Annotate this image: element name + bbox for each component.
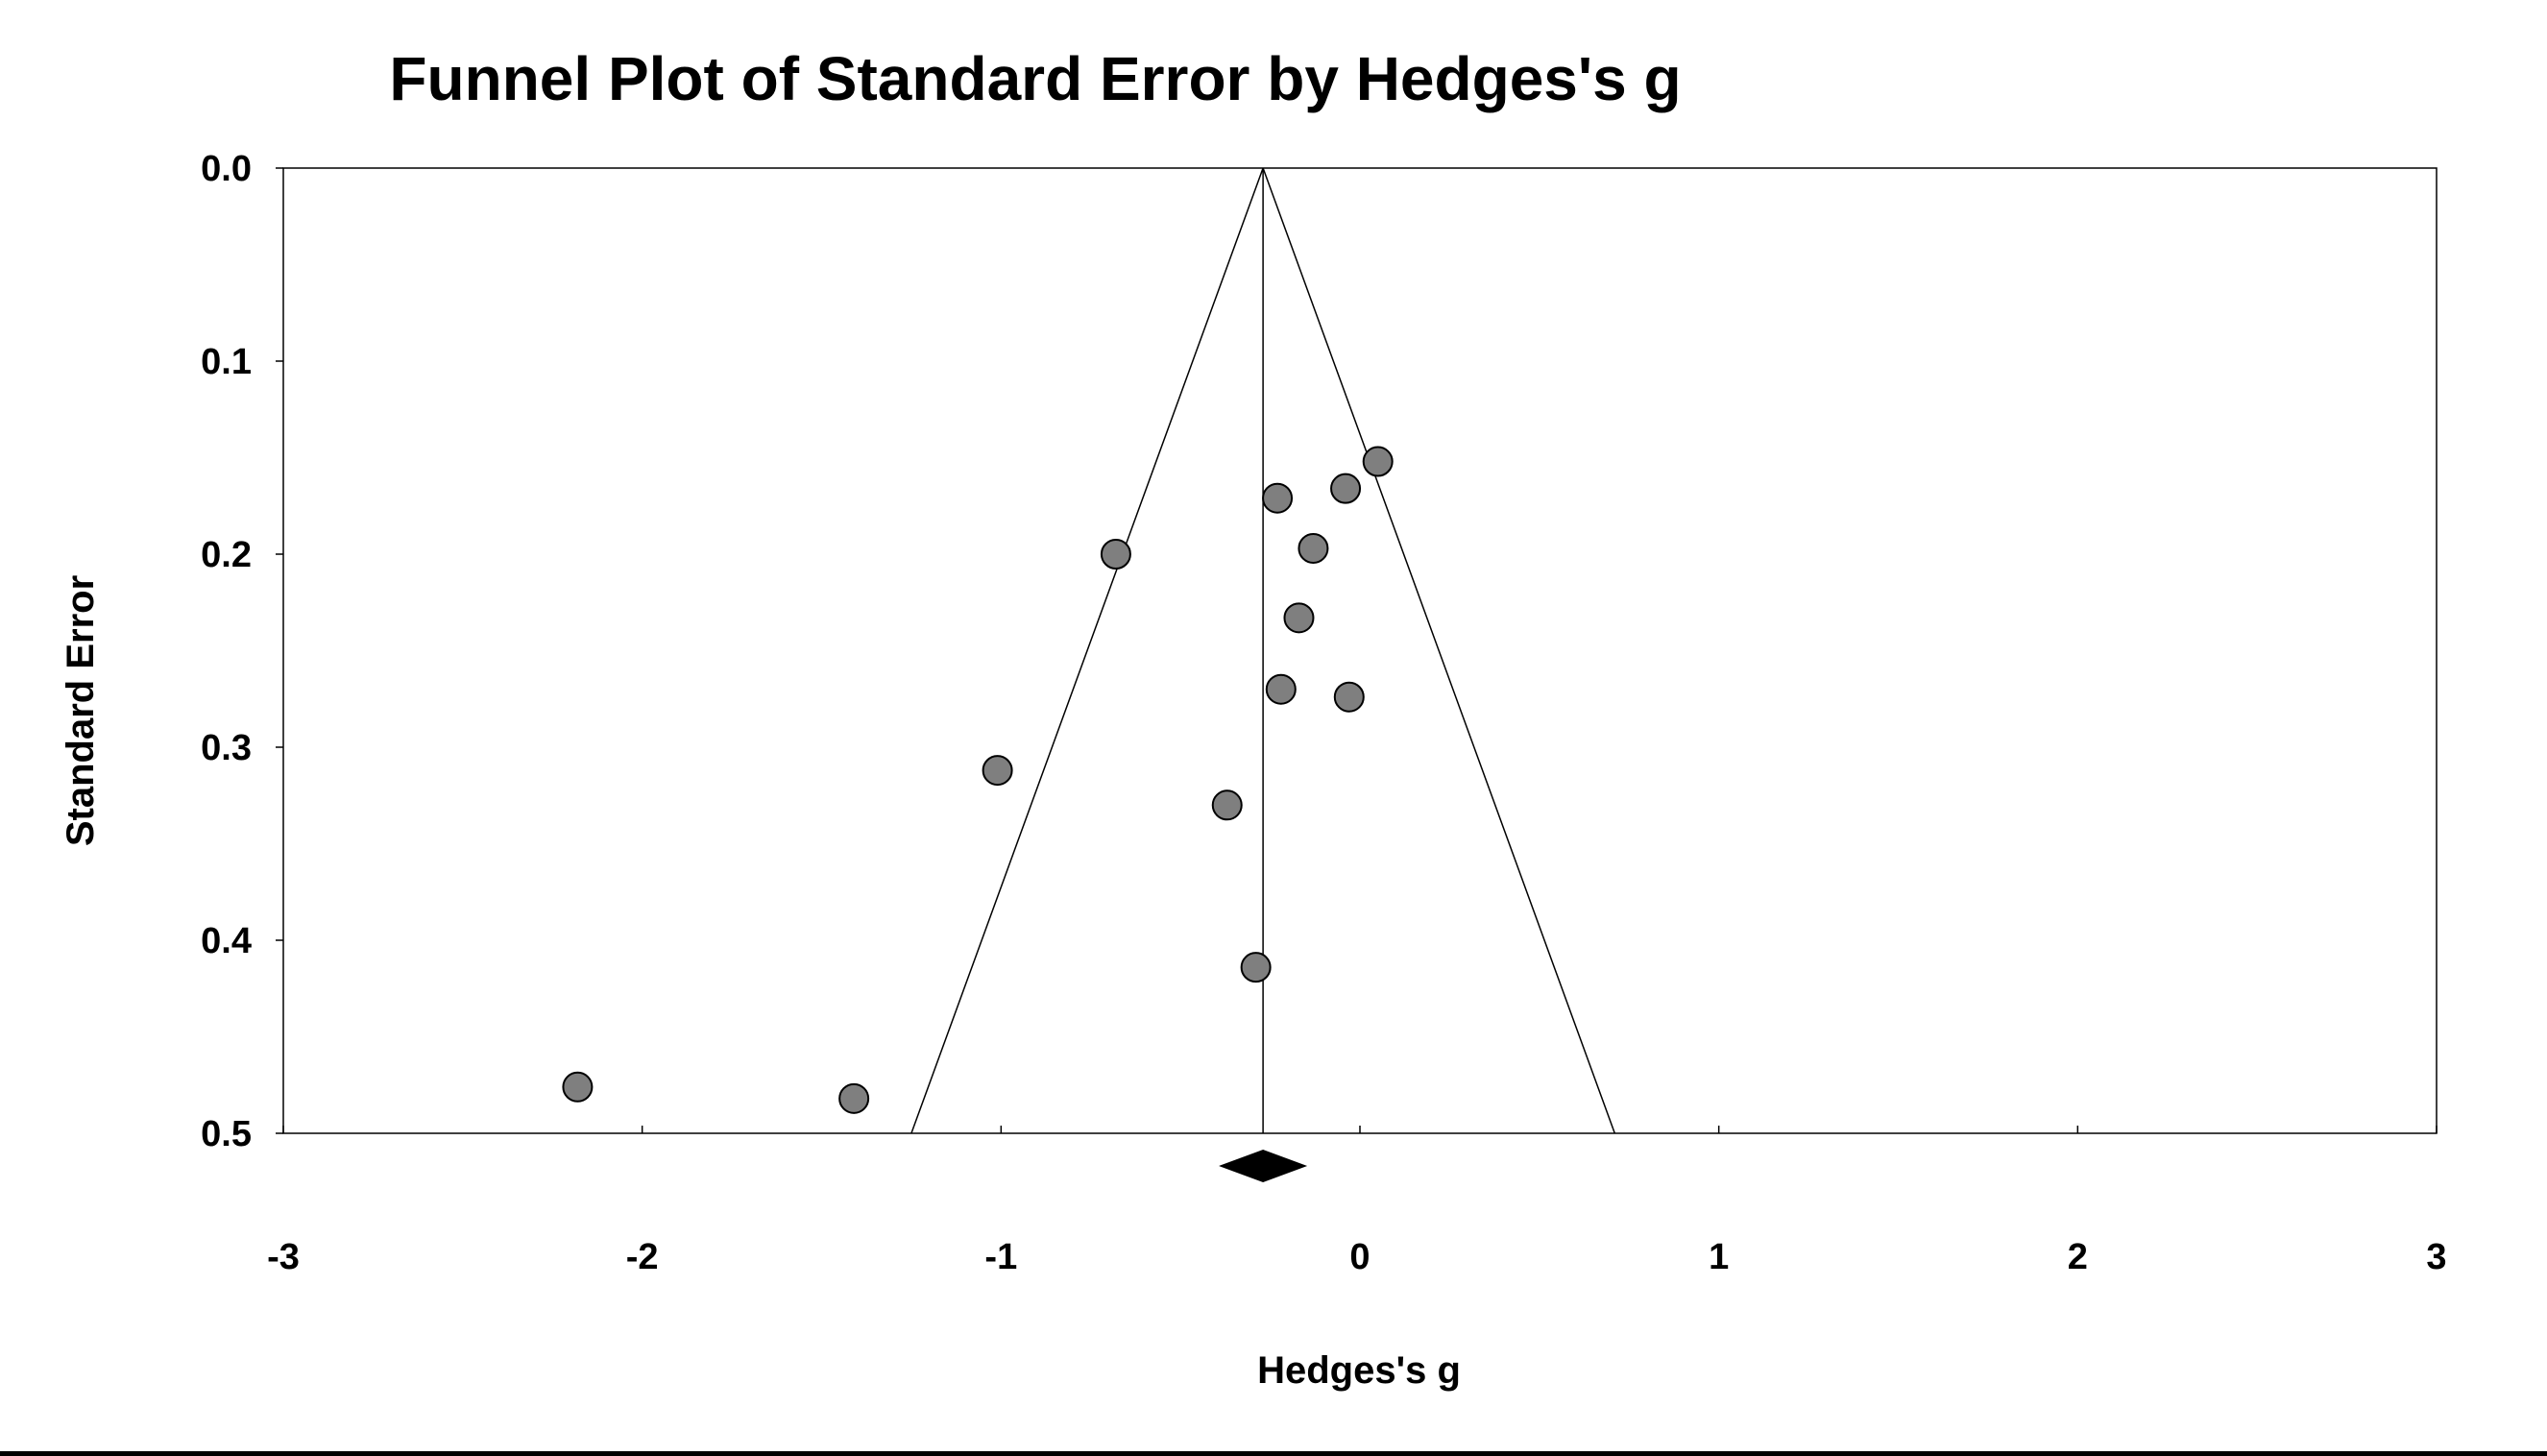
x-tick-label: -3	[267, 1237, 300, 1277]
x-tick-label: 0	[1349, 1237, 1370, 1277]
data-point	[1262, 482, 1294, 514]
data-point	[1362, 446, 1394, 477]
y-axis: 0.0 0.1 0.2 0.3 0.4 0.5	[201, 149, 283, 1154]
x-axis-title: Hedges's g	[1257, 1349, 1461, 1392]
x-tick-label: -1	[984, 1237, 1017, 1277]
data-point	[1330, 473, 1362, 504]
x-axis: -3 -2 -1 0 1 2 3	[267, 1126, 2447, 1277]
y-tick-label: 0.4	[201, 921, 252, 961]
data-points	[562, 446, 1394, 1114]
data-point	[838, 1082, 870, 1114]
data-point	[1333, 681, 1365, 713]
data-point	[1283, 602, 1315, 634]
y-tick-label: 0.5	[201, 1114, 252, 1154]
y-tick-label: 0.0	[201, 149, 252, 189]
plot-border	[282, 167, 2438, 1134]
data-point	[982, 755, 1013, 787]
x-tick-label: 1	[1709, 1237, 1729, 1277]
x-tick-label: 3	[2426, 1237, 2446, 1277]
data-point	[562, 1071, 594, 1103]
plot-area	[282, 167, 2438, 1134]
funnel-left-line	[910, 167, 1264, 1134]
y-tick-label: 0.1	[201, 342, 252, 382]
chart-title: Funnel Plot of Standard Error by Hedges'…	[389, 44, 1681, 113]
y-axis-title: Standard Error	[60, 575, 102, 846]
data-point	[1211, 789, 1243, 821]
funnel-lines	[910, 167, 1616, 1134]
data-point	[1100, 539, 1131, 570]
y-tick-label: 0.3	[201, 728, 252, 768]
summary-diamond-shape	[1219, 1150, 1308, 1182]
bottom-border-rule	[0, 1451, 2547, 1456]
y-tick-label: 0.2	[201, 535, 252, 575]
data-point	[1298, 532, 1329, 564]
data-point	[1265, 673, 1297, 705]
summary-diamond	[1219, 1150, 1308, 1182]
x-tick-label: 2	[2068, 1237, 2088, 1277]
x-tick-label: -2	[626, 1237, 659, 1277]
data-point	[1240, 952, 1272, 983]
funnel-right-line	[1262, 167, 1616, 1134]
